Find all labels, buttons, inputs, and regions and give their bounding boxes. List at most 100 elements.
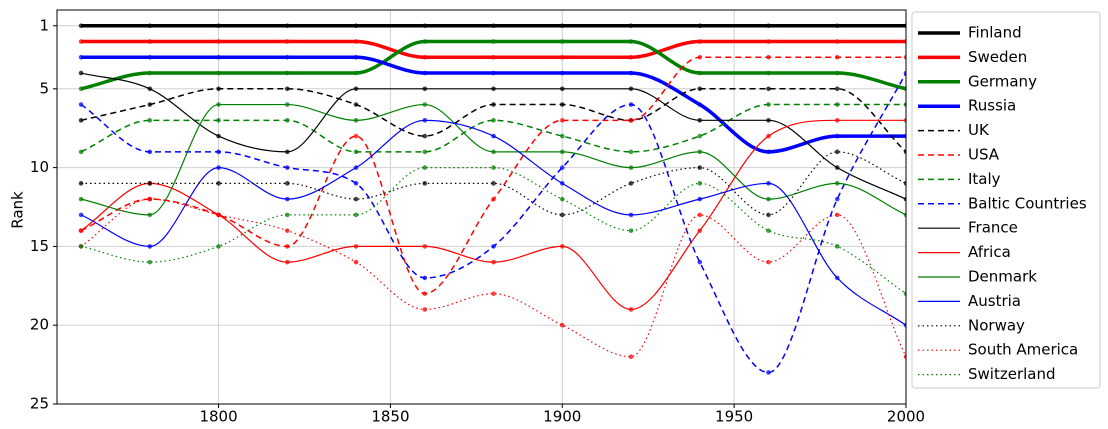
point (697, 70, 703, 76)
point (78, 244, 84, 249)
legend-label: Norway (968, 316, 1025, 334)
point (766, 23, 771, 29)
point (766, 102, 771, 107)
point (78, 181, 84, 186)
point (903, 39, 906, 44)
point (834, 149, 840, 155)
point (834, 70, 840, 76)
point (216, 86, 221, 92)
point (284, 228, 290, 233)
point (766, 196, 771, 202)
point (353, 54, 359, 60)
point (903, 212, 906, 218)
point (491, 118, 496, 123)
point (147, 23, 153, 29)
point (697, 133, 703, 139)
point (284, 165, 290, 170)
point (628, 23, 634, 29)
y-tick-label: 5 (39, 79, 49, 97)
point (903, 54, 906, 60)
point (284, 23, 290, 29)
point (766, 39, 771, 44)
point (284, 86, 290, 92)
legend-label: Africa (968, 243, 1011, 261)
point (766, 86, 771, 92)
point (284, 102, 290, 107)
series-line (80, 198, 906, 358)
point (697, 259, 703, 265)
point (147, 149, 153, 155)
point (697, 181, 703, 186)
legend-label: Italy (968, 170, 1001, 188)
point (559, 23, 565, 29)
point (491, 23, 496, 29)
point (697, 228, 703, 233)
point (628, 118, 634, 123)
point (834, 196, 840, 202)
point (903, 181, 906, 186)
point (147, 102, 153, 107)
point (697, 149, 703, 155)
point (903, 133, 906, 139)
point (216, 54, 221, 60)
point (353, 149, 359, 155)
point (353, 39, 359, 44)
point (766, 212, 771, 218)
point (903, 70, 906, 76)
point (559, 39, 565, 44)
point (353, 70, 359, 76)
point (491, 244, 496, 249)
point (903, 118, 906, 123)
point (284, 39, 290, 44)
legend-label: Austria (968, 292, 1021, 310)
point (353, 23, 359, 29)
point (559, 322, 565, 328)
point (834, 23, 840, 29)
legend-label: Russia (968, 97, 1016, 115)
point (422, 39, 428, 44)
legend-label: Finland (968, 24, 1022, 42)
point (628, 39, 634, 44)
point (766, 181, 771, 186)
point (559, 165, 565, 170)
point (422, 165, 428, 170)
point (559, 196, 565, 202)
legend-label: Germany (968, 72, 1037, 90)
point (147, 196, 153, 202)
point (216, 149, 221, 155)
point (628, 70, 634, 76)
point (78, 54, 84, 60)
point (628, 165, 634, 170)
series-line (80, 56, 906, 295)
point (422, 181, 428, 186)
point (697, 39, 703, 44)
point (903, 102, 906, 107)
point (628, 149, 634, 155)
y-axis-label: Rank (9, 191, 27, 229)
point (559, 118, 565, 123)
plot-frame (56, 9, 907, 405)
x-tick-label: 1950 (715, 408, 753, 426)
point (422, 70, 428, 76)
point (834, 102, 840, 107)
point (147, 181, 153, 186)
legend-label: Baltic Countries (968, 194, 1087, 212)
point (78, 212, 84, 218)
point (353, 181, 359, 186)
y-tick-label: 10 (30, 158, 49, 176)
point (353, 102, 359, 107)
point (766, 54, 771, 60)
x-tick-label: 1850 (371, 408, 409, 426)
point (216, 212, 221, 218)
point (78, 228, 84, 233)
point (78, 70, 84, 76)
point (284, 118, 290, 123)
point (697, 165, 703, 170)
point (766, 228, 771, 233)
point (422, 54, 428, 60)
legend-label: Denmark (968, 268, 1037, 286)
point (628, 354, 634, 360)
point (147, 118, 153, 123)
point (147, 244, 153, 249)
point (422, 307, 428, 312)
